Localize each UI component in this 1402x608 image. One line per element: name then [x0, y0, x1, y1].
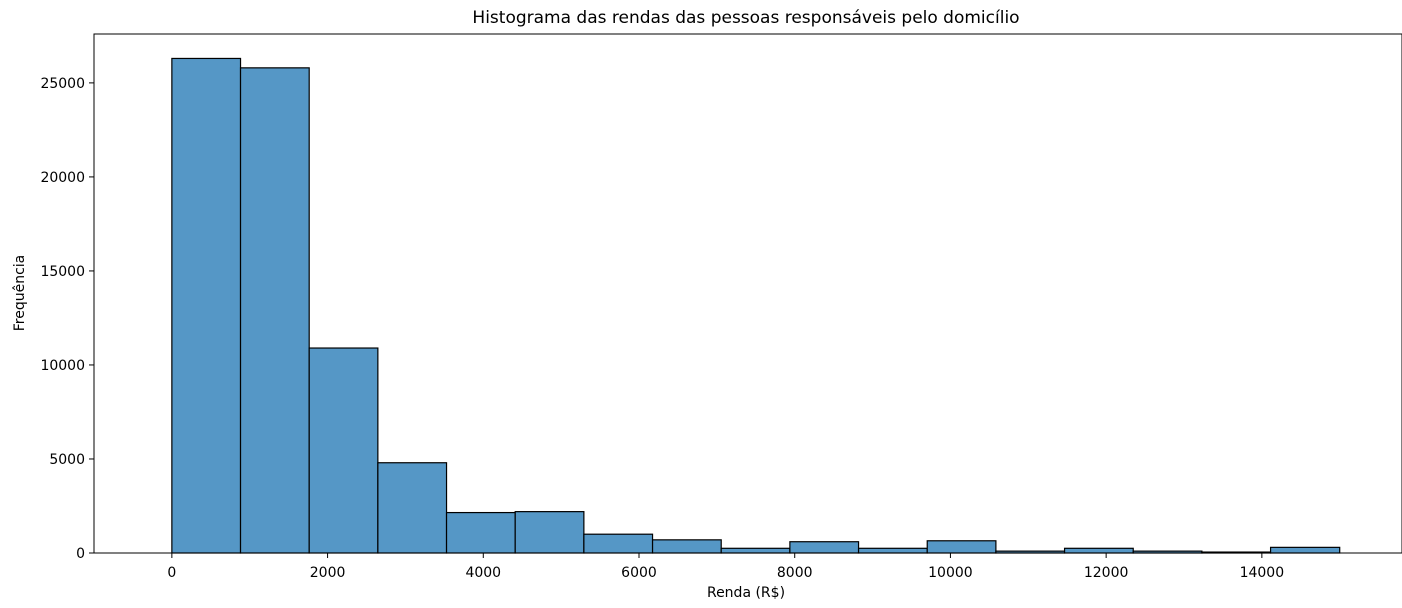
x-tick-label: 2000	[310, 565, 346, 581]
y-tick-label: 25000	[40, 76, 85, 92]
x-tick-label: 12000	[1084, 565, 1129, 581]
x-tick-label: 6000	[621, 565, 657, 581]
x-tick-label: 8000	[777, 565, 813, 581]
histogram-bar	[720, 547, 791, 554]
x-axis-ticks: 0 2000 4000 6000 8000 10000 12000 14000	[167, 553, 1284, 581]
y-tick-label: 15000	[40, 264, 85, 280]
y-axis-ticks: 0 5000 10000 15000 20000 25000	[40, 76, 94, 562]
x-tick-label: 4000	[465, 565, 501, 581]
chart-title: Histograma das rendas das pessoas respon…	[472, 8, 1019, 28]
x-axis-label: Renda (R$)	[707, 585, 785, 601]
histogram-bar	[377, 462, 448, 554]
y-tick-label: 5000	[49, 452, 85, 468]
histogram-bar	[583, 533, 654, 554]
histogram-bar	[171, 57, 242, 554]
x-tick-label: 10000	[928, 565, 973, 581]
histogram-bar	[926, 540, 997, 554]
histogram-bar	[651, 539, 722, 554]
histogram-bar	[239, 67, 310, 554]
plot-frame	[93, 33, 1402, 554]
histogram-bar	[1269, 546, 1341, 554]
histogram-bar	[789, 541, 860, 554]
histogram-bar	[857, 547, 928, 554]
y-tick-label: 20000	[40, 170, 85, 186]
x-tick-label: 14000	[1240, 565, 1285, 581]
histogram-bar	[514, 511, 585, 554]
histogram-bar	[308, 347, 379, 554]
y-tick-label: 10000	[40, 358, 85, 374]
histogram-bar	[1063, 547, 1134, 554]
bars-group	[171, 57, 1341, 554]
y-axis-label: Frequência	[12, 255, 28, 332]
x-tick-label: 0	[167, 565, 176, 581]
histogram-bar	[445, 511, 516, 554]
y-tick-label: 0	[76, 546, 85, 562]
